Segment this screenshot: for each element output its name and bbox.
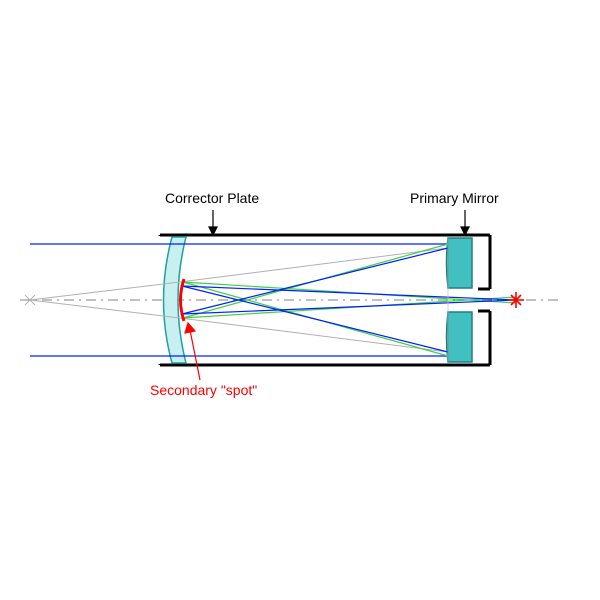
secondary-arrow [185, 323, 200, 380]
telescope-diagram [0, 0, 600, 600]
focus-marker [508, 292, 524, 308]
label-arrows [209, 210, 469, 235]
primary-mirror-label: Primary Mirror [410, 190, 499, 206]
secondary-spot-label: Secondary "spot" [150, 382, 257, 398]
primary-mirror-top [448, 238, 472, 288]
corrector-plate-label: Corrector Plate [165, 190, 259, 206]
primary-mirror-bottom [448, 312, 472, 362]
